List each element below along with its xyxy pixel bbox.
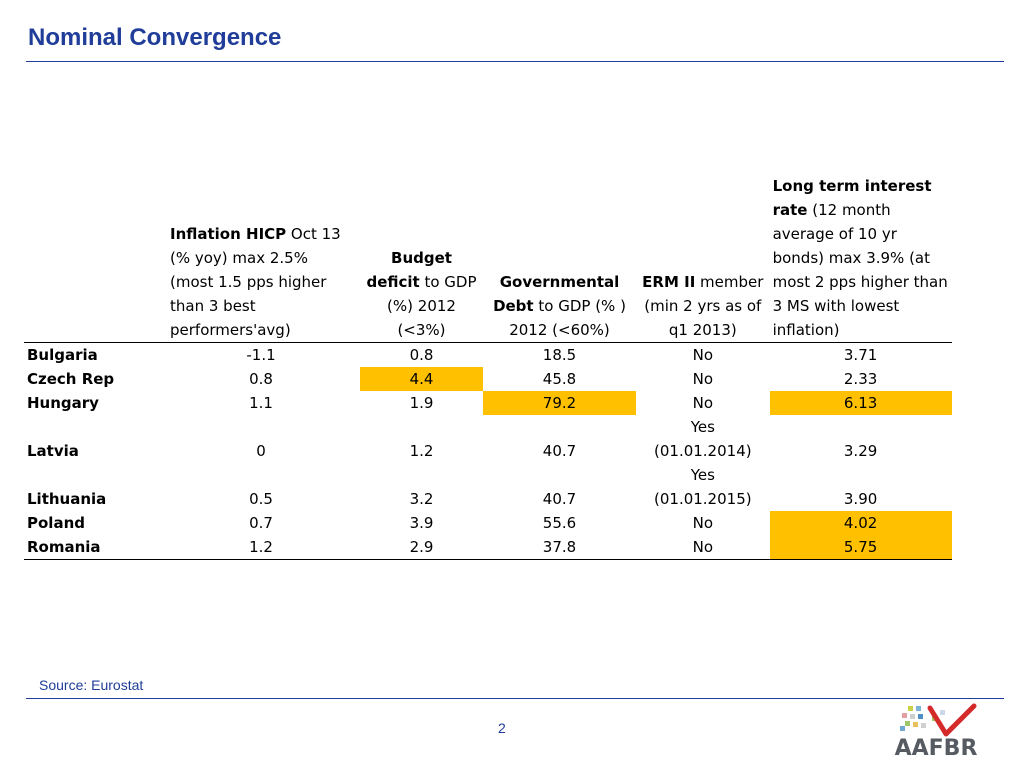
source-note: Source: Eurostat: [39, 677, 144, 693]
table-row: Hungary 1.1 1.9 79.2 No 6.13: [24, 391, 952, 415]
cell-erm: No: [692, 346, 713, 364]
cell-debt: 37.8: [483, 535, 636, 560]
cell-debt: 45.8: [542, 370, 577, 388]
table-row: Romania 1.2 2.9 37.8 No 5.75: [24, 535, 952, 560]
cell-erm: No: [692, 514, 713, 532]
header-debt: Governmental Debt to GDP (% ) 2012 (<60%…: [483, 174, 636, 343]
cell-inflation: 0.7: [249, 514, 273, 532]
cell-deficit-highlighted: 4.4: [360, 367, 483, 391]
header-erm-text: member (min 2 yrs as of q1 2013): [644, 273, 764, 339]
cell-country: Hungary: [27, 394, 99, 412]
cell-rate-highlighted: 6.13: [769, 391, 952, 415]
cell-deficit: 0.8: [409, 346, 434, 364]
table-header-row: Inflation HICP Oct 13 (% yoy) max 2.5% (…: [24, 174, 952, 343]
table-row: Latvia 0 1.2 40.7 Yes (01.01.2014) 3.29: [24, 415, 952, 463]
table-row: Lithuania 0.5 3.2 40.7 Yes (01.01.2015) …: [24, 463, 952, 511]
cell-debt: 55.6: [542, 514, 577, 532]
header-inflation-bold: Inflation HICP: [170, 225, 287, 243]
cell-deficit: 1.2: [409, 442, 434, 460]
cell-rate-highlighted: 5.75: [769, 535, 952, 560]
cell-deficit: 3.2: [409, 490, 434, 508]
header-inflation-text: Oct 13 (% yoy) max 2.5% (most 1.5 pps hi…: [170, 225, 341, 339]
header-rate: Long term interest rate (12 month averag…: [769, 174, 952, 343]
header-rate-text: (12 month average of 10 yr bonds) max 3.…: [772, 201, 948, 339]
cell-rate: 2.33: [843, 370, 878, 388]
header-deficit-bold: Budget deficit: [366, 249, 452, 291]
cell-debt: 40.7: [542, 490, 577, 508]
logo-text: AAFBR: [894, 736, 978, 761]
cell-debt-highlighted: 79.2: [483, 391, 636, 415]
cell-country: Poland: [27, 514, 85, 532]
cell-inflation: 0.8: [249, 370, 273, 388]
table-row: Czech Rep 0.8 4.4 45.8 No 2.33: [24, 367, 952, 391]
cell-country: Romania: [24, 535, 162, 560]
cell-erm: Yes (01.01.2014): [654, 418, 752, 460]
cell-rate: 3.90: [843, 490, 878, 508]
header-erm-bold: ERM II: [642, 273, 696, 291]
convergence-table: Inflation HICP Oct 13 (% yoy) max 2.5% (…: [24, 174, 952, 560]
cell-country: Czech Rep: [27, 370, 115, 388]
cell-debt: 40.7: [542, 442, 577, 460]
cell-deficit: 1.9: [409, 394, 434, 412]
cell-country: Lithuania: [27, 490, 107, 508]
page-number: 2: [498, 720, 506, 736]
header-debt-bold: Governmental Debt: [493, 273, 620, 315]
cell-country: Bulgaria: [27, 346, 98, 364]
cell-inflation: 0.5: [249, 490, 273, 508]
header-country: [24, 174, 162, 343]
header-rate-bold: Long term interest rate: [772, 177, 932, 219]
aafbr-logo: AAFBR: [890, 700, 982, 764]
title-divider: [26, 61, 1004, 62]
cell-country: Latvia: [27, 442, 79, 460]
table-row: Poland 0.7 3.9 55.6 No 4.02: [24, 511, 952, 535]
header-deficit: Budget deficit to GDP (%) 2012 (<3%): [360, 174, 483, 343]
cell-inflation: -1.1: [246, 346, 276, 364]
header-inflation: Inflation HICP Oct 13 (% yoy) max 2.5% (…: [162, 174, 360, 343]
page-title: Nominal Convergence: [28, 24, 282, 51]
header-debt-text: to GDP (% ) 2012 (<60%): [509, 297, 626, 339]
cell-erm: No: [636, 535, 770, 560]
cell-inflation: 1.1: [249, 394, 273, 412]
cell-rate: 3.29: [843, 442, 878, 460]
logo-mark-icon: [900, 703, 977, 737]
cell-deficit: 2.9: [360, 535, 483, 560]
cell-deficit: 3.9: [409, 514, 434, 532]
cell-inflation: 1.2: [162, 535, 360, 560]
cell-erm: Yes (01.01.2015): [654, 466, 752, 508]
cell-rate-highlighted: 4.02: [769, 511, 952, 535]
cell-debt: 18.5: [542, 346, 577, 364]
cell-erm: No: [692, 370, 713, 388]
cell-erm: No: [692, 394, 713, 412]
footer-divider: [26, 698, 1004, 699]
table-row: Bulgaria -1.1 0.8 18.5 No 3.71: [24, 343, 952, 368]
header-erm: ERM II member (min 2 yrs as of q1 2013): [636, 174, 770, 343]
cell-inflation: 0: [256, 442, 266, 460]
cell-rate: 3.71: [843, 346, 878, 364]
header-deficit-text: to GDP (%) 2012 (<3%): [387, 273, 477, 339]
